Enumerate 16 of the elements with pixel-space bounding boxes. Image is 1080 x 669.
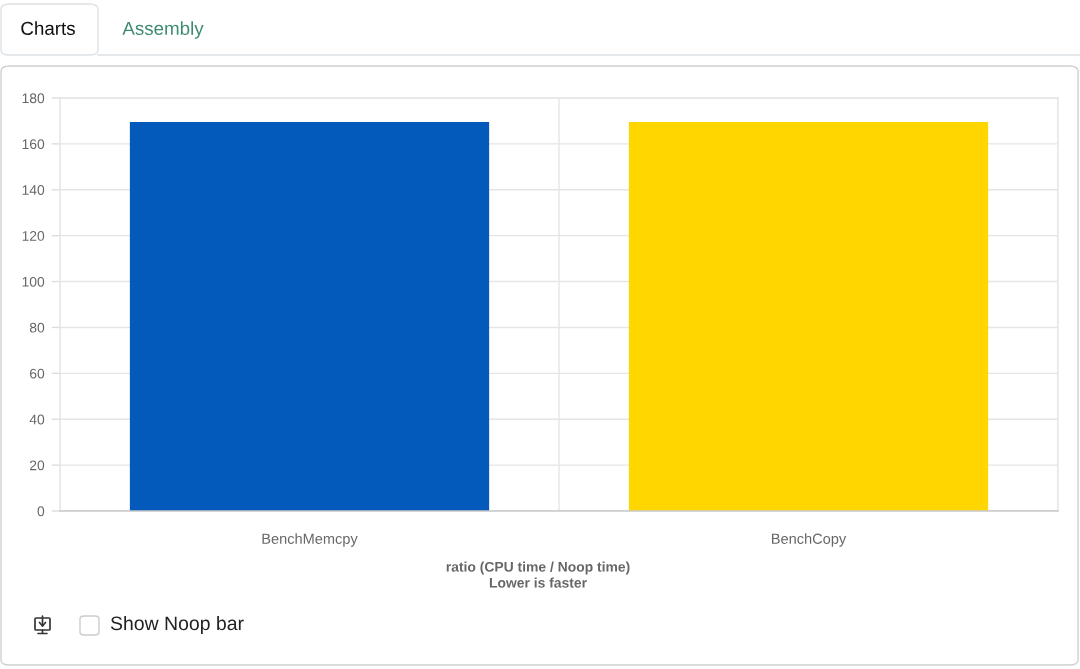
x-tick-label: BenchMemcpy xyxy=(262,533,358,547)
y-tick-label: 20 xyxy=(29,460,45,471)
text: Show Noop bar xyxy=(110,615,244,635)
y-tick-label: 140 xyxy=(22,185,45,195)
text: Charts xyxy=(21,21,75,36)
y-tick-label: 160 xyxy=(22,139,45,150)
y-tick-label: 40 xyxy=(29,414,45,425)
x-tick-label: BenchCopy xyxy=(772,533,847,547)
y-tick-label: 180 xyxy=(22,93,45,104)
y-tick-label: 80 xyxy=(29,322,45,333)
y-tick-label: 60 xyxy=(29,368,45,379)
y-tick-label: 0 xyxy=(37,506,45,517)
y-tick-label: 120 xyxy=(22,231,45,241)
x-axis-title: ratio (CPU time / Noop time) Lower is faster xyxy=(446,561,630,588)
text: Assembly xyxy=(122,21,204,39)
y-tick-label: 100 xyxy=(22,276,45,287)
